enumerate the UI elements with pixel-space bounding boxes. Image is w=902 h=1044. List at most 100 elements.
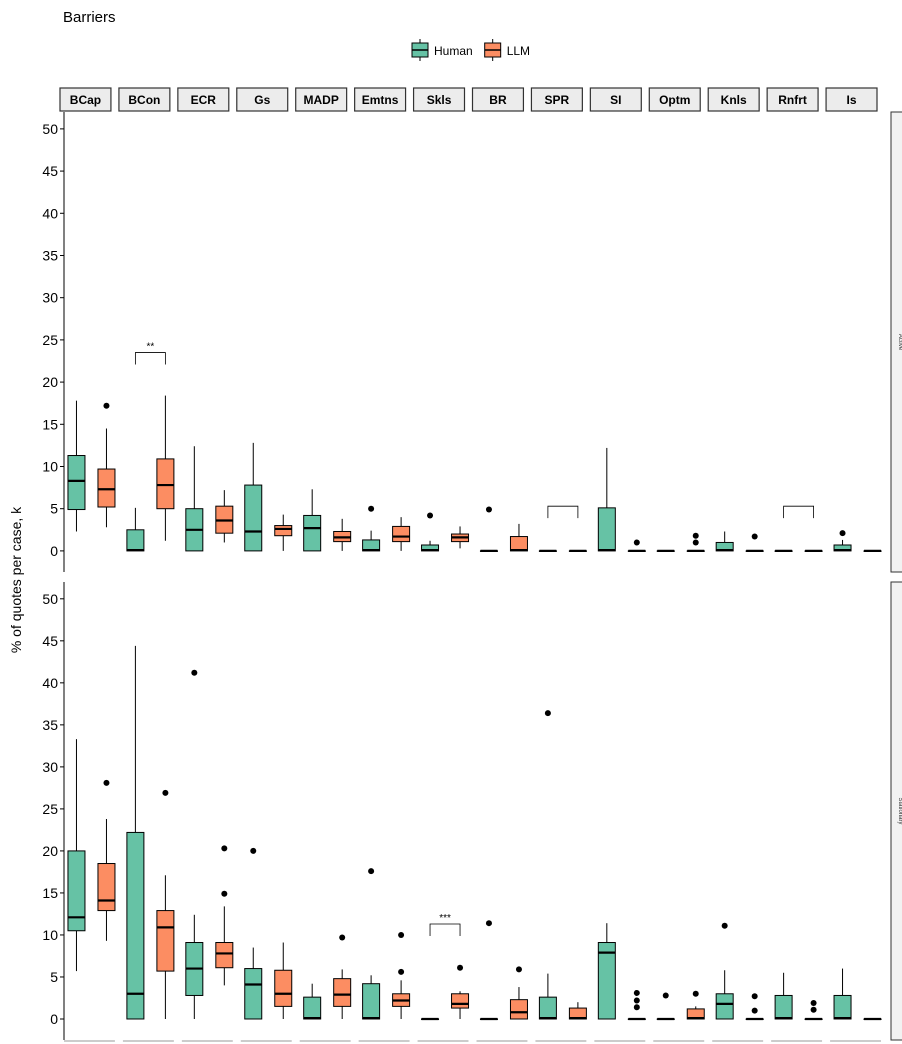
box-iqr xyxy=(126,831,145,1020)
series-llm xyxy=(97,779,882,1021)
box-madp-human xyxy=(303,489,322,552)
outlier-point xyxy=(633,997,640,1004)
series-human xyxy=(67,400,852,552)
strip-emtns: Emtns xyxy=(354,87,407,112)
box-iqr xyxy=(597,942,616,1020)
outlier-point xyxy=(485,920,492,927)
box-iqr xyxy=(156,910,175,972)
significance-bracket xyxy=(783,505,815,519)
outlier-point xyxy=(221,890,228,897)
box-madp-llm xyxy=(333,518,352,551)
strip-label-emtns: Emtns xyxy=(362,93,399,107)
y-tick-label: 50 xyxy=(42,121,58,137)
outlier-point xyxy=(162,789,169,796)
box-iqr xyxy=(509,536,528,552)
outlier-point xyxy=(692,539,699,546)
significance-label: *** xyxy=(439,913,451,924)
box-ecr-human xyxy=(185,446,204,552)
y-tick-label: 10 xyxy=(42,458,58,474)
strip-box xyxy=(471,87,525,112)
box-knls-llm xyxy=(745,533,764,552)
strip-br: BR xyxy=(471,87,525,112)
strip-label-is: Is xyxy=(847,93,857,107)
strip-box xyxy=(59,87,112,112)
y-tick-label: 15 xyxy=(42,885,58,901)
y-tick-label: 40 xyxy=(42,205,58,221)
box-skls-human xyxy=(421,512,440,552)
box-spr-llm xyxy=(568,549,587,552)
outlier-point xyxy=(692,532,699,539)
box-gs-llm xyxy=(274,514,293,551)
box-skls-llm xyxy=(451,526,470,549)
strip-bcon: BCon xyxy=(118,87,171,112)
box-iqr xyxy=(303,514,322,552)
strip-label-optm: Optm xyxy=(659,93,690,107)
strip-rnfrt: Rnfrt xyxy=(766,87,819,112)
strip-label-knls: Knls xyxy=(721,93,747,107)
outlier-point xyxy=(191,669,198,676)
box-ecr-llm xyxy=(215,490,234,543)
y-tick-label: 20 xyxy=(42,843,58,859)
box-br-human xyxy=(479,506,498,552)
box-iqr xyxy=(362,983,381,1020)
y-tick-label: 0 xyxy=(50,543,58,559)
significance-bracket xyxy=(547,505,579,519)
box-bcon-human xyxy=(126,645,145,1020)
strip-box xyxy=(707,87,760,112)
box-si-llm xyxy=(627,989,646,1021)
strip-box xyxy=(825,87,878,112)
outlier-point xyxy=(544,710,551,717)
series-llm xyxy=(97,395,882,552)
outlier-point xyxy=(633,1004,640,1011)
outlier-point xyxy=(751,993,758,1000)
box-iqr xyxy=(67,850,86,932)
box-iqr xyxy=(244,968,263,1020)
box-gs-llm xyxy=(274,942,293,1019)
box-bcap-human xyxy=(67,400,86,532)
y-tick-label: 0 xyxy=(50,1011,58,1027)
category-strips: BCap BCon ECR Gs MADP Emtns Skls BR SPR SI Optm Knl… xyxy=(59,87,878,112)
box-is-human xyxy=(833,968,852,1020)
y-tick-label: 10 xyxy=(42,927,58,943)
strip-box xyxy=(412,87,466,112)
strip-bcap: BCap xyxy=(59,87,112,112)
strip-ecr: ECR xyxy=(177,87,230,112)
strip-label-rnfrt: Rnfrt xyxy=(778,93,807,107)
strip-label-bcon: BCon xyxy=(128,93,160,107)
y-tick-label: 15 xyxy=(42,416,58,432)
box-skls-human xyxy=(421,1017,440,1021)
box-iqr xyxy=(715,993,734,1020)
outlier-point xyxy=(339,934,346,941)
y-tick-label: 35 xyxy=(42,247,58,263)
strip-box xyxy=(295,87,348,112)
strip-box xyxy=(530,87,583,112)
strip-si: SI xyxy=(589,87,642,112)
box-optm-llm xyxy=(686,990,705,1020)
outlier-point xyxy=(810,1000,817,1007)
strip-label-bcap: BCap xyxy=(70,93,101,107)
y-axis: 0 5 10 15 20 25 30 35 40 45 50 xyxy=(42,112,65,572)
strip-label-ecr: ECR xyxy=(191,93,217,107)
strip-label-gs: Gs xyxy=(254,93,270,107)
box-spr-human xyxy=(538,710,557,1020)
box-rnfrt-llm xyxy=(804,1000,823,1021)
box-si-llm xyxy=(627,539,646,552)
box-rnfrt-llm xyxy=(804,549,823,552)
y-tick-label: 30 xyxy=(42,290,58,306)
box-bcap-human xyxy=(67,739,86,972)
outlier-point xyxy=(368,868,375,875)
box-iqr xyxy=(538,996,557,1020)
y-axis-label: % of quotes per case, k xyxy=(8,506,24,653)
outlier-point xyxy=(485,506,492,513)
panel-strip xyxy=(890,111,902,573)
strip-box xyxy=(589,87,642,112)
box-bcon-human xyxy=(126,507,145,552)
outlier-point xyxy=(398,931,405,938)
box-optm-llm xyxy=(686,532,705,552)
y-tick-label: 50 xyxy=(42,591,58,607)
legend-label-llm: LLM xyxy=(507,44,530,58)
strip-knls: Knls xyxy=(707,87,760,112)
y-tick-label: 25 xyxy=(42,801,58,817)
strip-label-br: BR xyxy=(489,93,507,107)
